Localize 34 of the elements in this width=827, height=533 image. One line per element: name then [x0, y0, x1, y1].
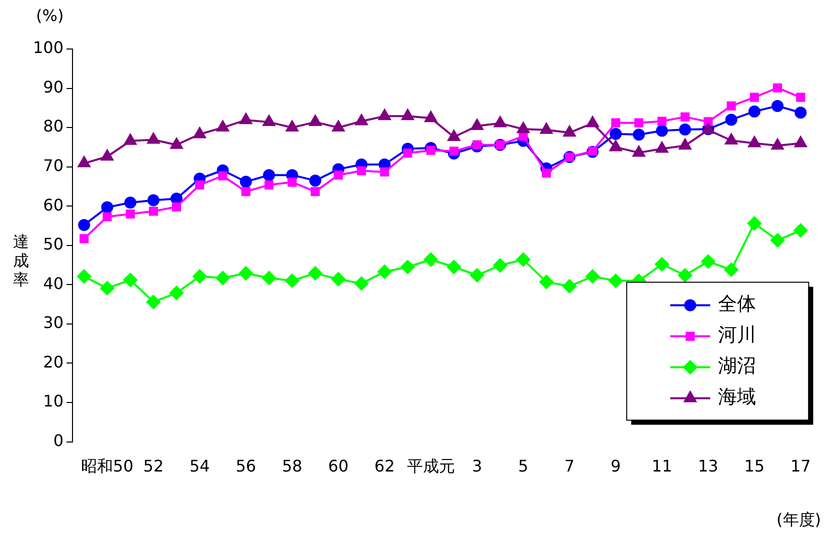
x-tick-label: 平成元: [406, 456, 455, 476]
x-axis-title: (年度): [776, 510, 821, 531]
x-tick-label: 62: [374, 456, 395, 476]
y-tick-label: 40: [43, 274, 64, 293]
x-tick-label: 56: [236, 456, 256, 476]
x-tick-label: 17: [790, 456, 811, 476]
y-tick-label: 90: [43, 77, 64, 96]
x-tick-label: 11: [652, 456, 672, 476]
x-tick-label: 60: [328, 456, 349, 476]
y-tick-label: 60: [43, 195, 64, 214]
x-tick-label: 54: [189, 456, 210, 476]
legend-label: 全体: [718, 293, 756, 316]
y-tick-label: 30: [43, 313, 64, 332]
legend-label: 湖沼: [718, 355, 756, 378]
y-tick-label: 10: [43, 392, 64, 411]
y-tick-label: 20: [43, 352, 64, 372]
x-tick-label: 58: [282, 456, 302, 476]
y-tick-label: 70: [43, 156, 64, 175]
x-tick-label: 52: [143, 456, 164, 476]
y-tick-label: 50: [43, 234, 64, 254]
y-tick-label: 80: [43, 116, 64, 136]
x-tick-label: 7: [564, 456, 575, 476]
text: (%): [36, 6, 64, 25]
legend-label: 河川: [718, 324, 756, 346]
x-tick-label: 5: [518, 456, 528, 476]
legend-label: 海域: [718, 386, 756, 408]
y-axis-title: 達成率: [12, 232, 30, 289]
x-tick-label: 15: [744, 456, 765, 476]
x-tick-label: 3: [472, 456, 482, 476]
y-tick-label: 100: [32, 38, 64, 58]
x-tick-label: 昭和50: [81, 456, 134, 476]
y-tick-label: 0: [53, 430, 64, 450]
x-tick-label: 9: [610, 456, 621, 476]
x-tick-label: 13: [698, 456, 718, 476]
